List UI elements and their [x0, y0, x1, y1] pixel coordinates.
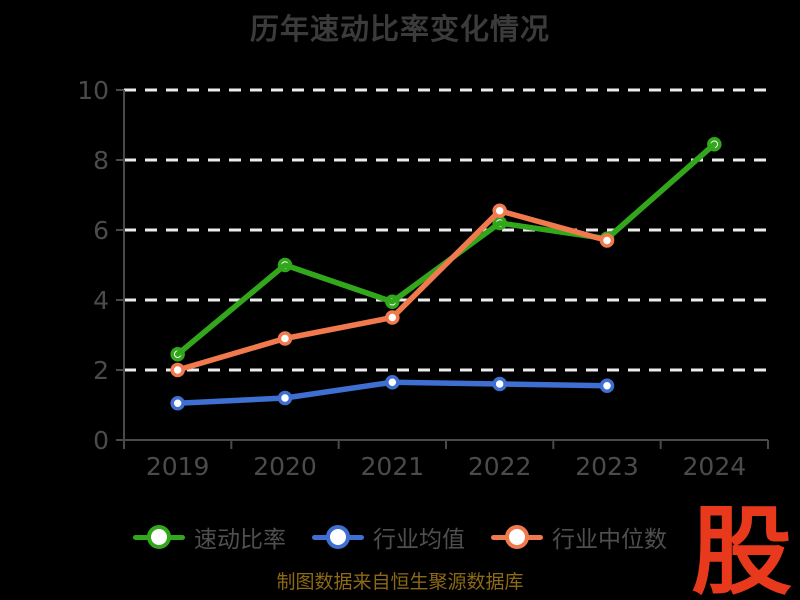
series-1-marker[interactable] [277, 390, 293, 406]
legend-circle-icon [505, 525, 529, 549]
series-2-marker[interactable] [599, 233, 615, 248]
y-tick-label: 4 [93, 286, 109, 315]
series-1-marker[interactable] [170, 396, 185, 411]
series-1-marker[interactable] [492, 376, 507, 392]
x-tick-label: 2022 [468, 452, 532, 481]
legend-item-industry-median[interactable]: 行业中位数 [491, 520, 667, 554]
series-2-line [174, 208, 610, 373]
series-1-marker[interactable] [385, 375, 400, 390]
series-2-marker[interactable] [277, 331, 293, 346]
legend-label-quick-ratio: 速动比率 [194, 527, 286, 553]
chart-title: 历年速动比率变化情况 [249, 12, 550, 46]
legend-line-icon [312, 525, 364, 549]
legend-item-quick-ratio[interactable]: 速动比率 [133, 520, 286, 554]
x-tick-label: 2020 [253, 452, 317, 481]
legend-line-icon [133, 525, 185, 549]
series-2-marker[interactable] [492, 203, 507, 218]
stock-logo: 股 [691, 496, 792, 600]
y-tick-label: 6 [93, 216, 109, 245]
legend-circle-icon [147, 525, 171, 549]
series-1-marker[interactable] [599, 378, 615, 393]
quick-ratio-line-chart[interactable]: 0 2 4 6 8 10 2019 2020 2021 2022 2023 2024 [0, 0, 800, 505]
legend-item-industry-mean[interactable]: 行业均值 [312, 520, 465, 554]
legend-circle-icon [326, 525, 350, 549]
legend-line-icon [491, 525, 543, 549]
legend-label-industry-median: 行业中位数 [552, 527, 667, 553]
series-0-line [174, 141, 718, 357]
y-tick-label: 2 [93, 356, 109, 385]
data-source-note: 制图数据来自恒生聚源数据库 [276, 571, 524, 593]
x-tick-label: 2021 [361, 452, 425, 481]
legend-label-industry-mean: 行业均值 [373, 527, 465, 553]
x-tick-label: 2024 [683, 452, 747, 481]
y-tick-label: 0 [93, 426, 109, 455]
x-tick-label: 2023 [575, 452, 639, 481]
y-tick-label: 10 [77, 76, 109, 105]
series-2-marker[interactable] [385, 310, 400, 325]
series-2-marker[interactable] [170, 362, 185, 378]
chart-legend: 速动比率 行业均值 行业中位数 [0, 516, 800, 558]
y-tick-label: 8 [93, 146, 109, 175]
x-tick-label: 2019 [146, 452, 210, 481]
